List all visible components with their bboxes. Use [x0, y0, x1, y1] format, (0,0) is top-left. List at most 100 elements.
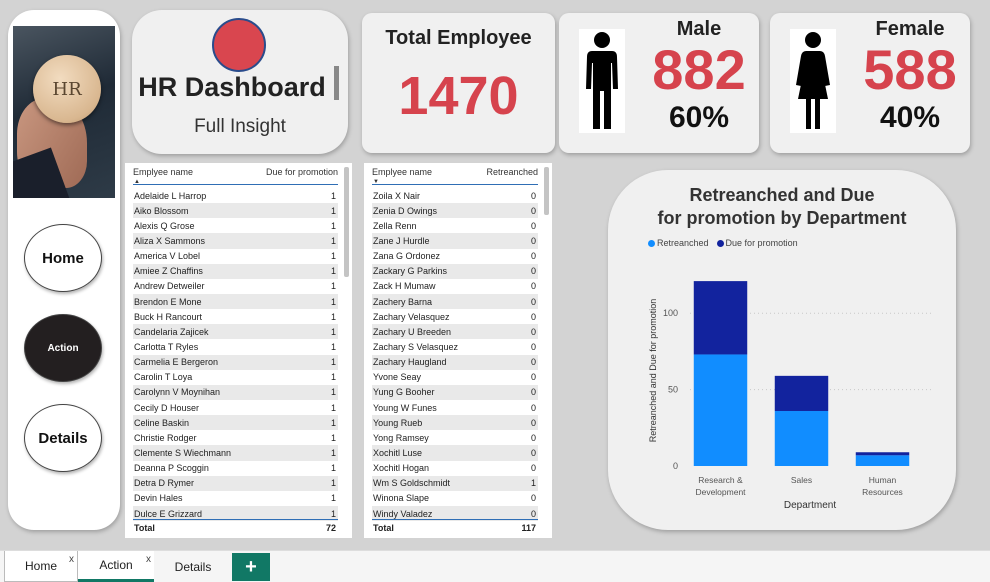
table-row[interactable]: Zachary Velasquez 0 [372, 309, 538, 324]
close-icon[interactable]: x [146, 554, 151, 565]
female-count: 588 [863, 38, 957, 101]
table-scrollbar[interactable] [344, 167, 349, 277]
value-cell: 1 [330, 326, 336, 337]
table-header: Emplyee name Retreanched ▼ [372, 167, 538, 185]
tab-action[interactable]: Action x [78, 551, 154, 582]
table-row[interactable]: Xochitl Luse 0 [372, 445, 538, 461]
employee-name-cell: Carmelia E Bergeron [134, 357, 219, 368]
table-row[interactable]: Zachery Barna 0 [372, 293, 538, 310]
value-cell: 0 [530, 493, 536, 504]
value-cell: 1 [330, 402, 336, 413]
table-row[interactable]: Zane J Hurdle 0 [372, 233, 538, 249]
table-row[interactable]: Dulce E Grizzard 1 [133, 505, 338, 522]
legend-dot-icon [648, 240, 655, 247]
details-nav-button[interactable]: Details [24, 404, 102, 472]
employee-name-cell: Amiee Z Chaffins [134, 266, 203, 277]
column-header-value[interactable]: Due for promotion [265, 167, 338, 177]
column-header-value[interactable]: Retreanched [486, 167, 538, 177]
table-row[interactable]: Zack H Mumaw 0 [372, 279, 538, 294]
table-row[interactable]: Alexis Q Grose 1 [133, 218, 338, 233]
table-row[interactable]: Young Rueb 0 [372, 415, 538, 431]
y-axis-label: Retreanched and Due for promotion [648, 299, 658, 443]
bar-segment[interactable] [855, 455, 910, 466]
table-scrollbar[interactable] [544, 167, 549, 215]
legend-item[interactable]: Retreanched [648, 238, 709, 248]
bar-segment[interactable] [855, 452, 910, 456]
bar-segment[interactable] [774, 410, 829, 466]
employee-name-cell: Buck H Rancourt [134, 311, 203, 322]
action-nav-button[interactable]: Action [24, 314, 102, 382]
table-row[interactable]: Clemente S Wiechmann 1 [133, 445, 338, 461]
table-row[interactable]: America V Lobel 1 [133, 249, 338, 264]
table-row[interactable]: Carlotta T Ryles 1 [133, 339, 338, 354]
value-cell: 1 [330, 281, 336, 292]
employee-name-cell: Yvone Seay [373, 372, 422, 383]
value-cell: 1 [330, 235, 336, 246]
table-row[interactable]: Yvone Seay 0 [372, 370, 538, 385]
table-row[interactable]: Andrew Detweiler 1 [133, 279, 338, 294]
table-row[interactable]: Deanna P Scoggin 1 [133, 461, 338, 476]
department-chart-card: 0 50 100 Retreanched and Due for promotion R… [608, 170, 956, 530]
bar-segment[interactable] [774, 375, 829, 411]
table-row[interactable]: Candelaria Zajicek 1 [133, 324, 338, 340]
table-row[interactable]: Zenia D Owings 0 [372, 203, 538, 219]
employee-name-cell: Brendon E Mone [134, 296, 202, 307]
promotion-table[interactable]: Emplyee name Due for promotion ▲ Adelaid… [125, 163, 352, 538]
add-page-button[interactable]: + [232, 553, 270, 581]
value-cell: 0 [530, 402, 536, 413]
retrenched-table[interactable]: Emplyee name Retreanched ▼ Zoila X Nair 0… [364, 163, 552, 538]
value-cell: 1 [330, 357, 336, 368]
employee-name-cell: Deanna P Scoggin [134, 463, 209, 474]
table-row[interactable]: Celine Baskin 1 [133, 415, 338, 431]
table-row[interactable]: Amiee Z Chaffins 1 [133, 263, 338, 279]
table-row[interactable]: Zana G Ordonez 0 [372, 249, 538, 264]
table-row[interactable]: Windy Valadez 0 [372, 505, 538, 522]
male-figure-icon [579, 29, 625, 133]
table-row[interactable]: Wm S Goldschmidt 1 [372, 475, 538, 491]
legend-item[interactable]: Due for promotion [716, 238, 798, 248]
employee-name-cell: Adelaide L Harrop [134, 190, 207, 201]
hr-hero-image: HR [13, 26, 115, 198]
employee-name-cell: Aiko Blossom [134, 205, 189, 216]
table-row[interactable]: Yung G Booher 0 [372, 384, 538, 400]
table-row[interactable]: Young W Funes 0 [372, 400, 538, 415]
table-header: Emplyee name Due for promotion ▲ [133, 167, 338, 185]
employee-name-cell: Zack H Mumaw [373, 281, 436, 292]
table-row[interactable]: Zoila X Nair 0 [372, 188, 538, 203]
table-row[interactable]: Brendon E Mone 1 [133, 293, 338, 310]
table-row[interactable]: Yong Ramsey 0 [372, 430, 538, 445]
table-row[interactable]: Carolynn V Moynihan 1 [133, 384, 338, 400]
value-cell: 0 [530, 326, 536, 337]
table-row[interactable]: Winona Slape 0 [372, 491, 538, 506]
title-logo-icon [212, 18, 266, 72]
table-row[interactable]: Christie Rodger 1 [133, 430, 338, 445]
table-row[interactable]: Aliza X Sammons 1 [133, 233, 338, 249]
male-percent: 60% [668, 101, 730, 134]
table-row[interactable]: Xochitl Hogan 0 [372, 461, 538, 476]
table-row[interactable]: Zachary Haugland 0 [372, 354, 538, 370]
table-row[interactable]: Detra D Rymer 1 [133, 475, 338, 491]
tab-details[interactable]: Details [160, 551, 226, 582]
table-row[interactable]: Zackary G Parkins 0 [372, 263, 538, 279]
bar-segment[interactable] [693, 354, 748, 466]
table-row[interactable]: Zachary U Breeden 0 [372, 324, 538, 340]
employee-name-cell: Zane J Hurdle [373, 235, 430, 246]
tab-home[interactable]: Home x [4, 551, 78, 582]
table-row[interactable]: Adelaide L Harrop 1 [133, 188, 338, 203]
table-row[interactable]: Carmelia E Bergeron 1 [133, 354, 338, 370]
bar-segment[interactable] [693, 281, 748, 355]
table-row[interactable]: Zachary S Velasquez 0 [372, 339, 538, 354]
male-count: 882 [652, 38, 746, 101]
table-row[interactable]: Buck H Rancourt 1 [133, 309, 338, 324]
table-row[interactable]: Aiko Blossom 1 [133, 203, 338, 219]
column-header-name[interactable]: Emplyee name [372, 167, 433, 177]
column-header-name[interactable]: Emplyee name [133, 167, 194, 177]
table-row[interactable]: Cecily D Houser 1 [133, 400, 338, 415]
close-icon[interactable]: x [69, 554, 74, 565]
table-row[interactable]: Zella Renn 0 [372, 218, 538, 233]
table-row[interactable]: Carolin T Loya 1 [133, 370, 338, 385]
employee-name-cell: Winona Slape [373, 493, 430, 504]
home-nav-button[interactable]: Home [24, 224, 102, 292]
table-row[interactable]: Devin Hales 1 [133, 491, 338, 506]
employee-name-cell: Zachary S Velasquez [373, 341, 459, 352]
